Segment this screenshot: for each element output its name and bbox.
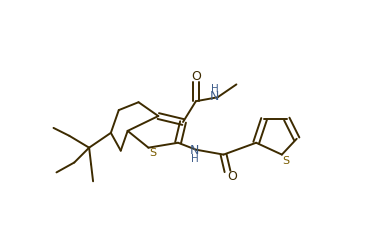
Text: O: O (191, 70, 201, 83)
Text: S: S (282, 155, 289, 166)
Text: O: O (228, 170, 237, 183)
Text: H: H (211, 84, 218, 94)
Text: N: N (190, 144, 200, 157)
Text: N: N (210, 90, 219, 103)
Text: H: H (191, 154, 199, 164)
Text: S: S (149, 148, 156, 158)
